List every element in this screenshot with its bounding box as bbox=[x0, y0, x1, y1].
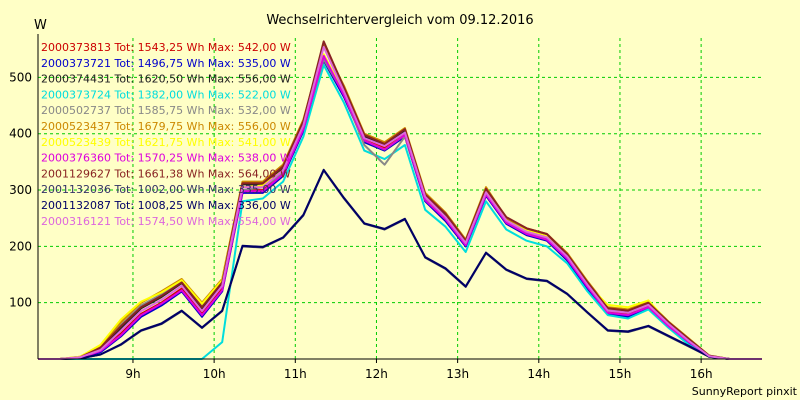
legend: 2000373813 Tot: 1543,25 Wh Max: 542,00 W… bbox=[41, 41, 291, 228]
legend-entry-2000373721: 2000373721 Tot: 1496,75 Wh Max: 535,00 W bbox=[41, 57, 291, 70]
chart-title: Wechselrichtervergleich vom 09.12.2016 bbox=[266, 13, 533, 28]
series-line-2001129627 bbox=[38, 40, 762, 360]
legend-entry-2001132036: 2001132036 Tot: 1002,00 Wh Max: 335,00 W bbox=[41, 183, 291, 196]
legend-entry-2000502737: 2000502737 Tot: 1585,75 Wh Max: 532,00 W bbox=[41, 104, 291, 117]
x-tick-label: 10h bbox=[203, 367, 226, 381]
legend-entry-2000373724: 2000373724 Tot: 1382,00 Wh Max: 522,00 W bbox=[41, 88, 291, 101]
series-line-2001132087 bbox=[38, 168, 762, 360]
x-tick-label: 13h bbox=[446, 367, 469, 381]
series-line-2000316121 bbox=[38, 46, 762, 360]
x-tick-label: 9h bbox=[125, 367, 140, 381]
legend-entry-2000373813: 2000373813 Tot: 1543,25 Wh Max: 542,00 W bbox=[41, 41, 291, 54]
y-tick-label: 300 bbox=[9, 183, 32, 197]
legend-entry-2001132087: 2001132087 Tot: 1008,25 Wh Max: 336,00 W bbox=[41, 199, 291, 212]
legend-entry-2000523439: 2000523439 Tot: 1621,75 Wh Max: 541,00 W bbox=[41, 136, 291, 149]
y-tick-label: 500 bbox=[9, 70, 32, 84]
footer-credit: SunnyReport pinxit bbox=[692, 385, 798, 398]
axis-layer: 100 200 300 400 500 9h 10h 11h 12h 13h 14h 15h 16h bbox=[9, 34, 762, 381]
series-layer bbox=[38, 40, 762, 360]
y-axis-unit-label: W bbox=[34, 18, 47, 33]
y-tick-label: 400 bbox=[9, 127, 32, 141]
y-tick-label: 200 bbox=[9, 239, 32, 253]
y-tick-label: 100 bbox=[9, 296, 32, 310]
x-tick-label: 11h bbox=[284, 367, 307, 381]
legend-entry-2000523437: 2000523437 Tot: 1679,75 Wh Max: 556,00 W bbox=[41, 120, 291, 133]
legend-entry-2000316121: 2000316121 Tot: 1574,50 Wh Max: 554,00 W bbox=[41, 215, 291, 228]
x-tick-label: 16h bbox=[690, 367, 713, 381]
x-tick-label: 12h bbox=[365, 367, 388, 381]
x-tick-label: 15h bbox=[609, 367, 632, 381]
legend-entry-2000374431: 2000374431 Tot: 1620,50 Wh Max: 556,00 W bbox=[41, 73, 291, 86]
legend-entry-2001129627: 2001129627 Tot: 1661,38 Wh Max: 564,00 W bbox=[41, 167, 291, 180]
legend-entry-2000376360: 2000376360 Tot: 1570,25 Wh Max: 538,00 W bbox=[41, 152, 291, 165]
x-tick-label: 14h bbox=[527, 367, 550, 381]
